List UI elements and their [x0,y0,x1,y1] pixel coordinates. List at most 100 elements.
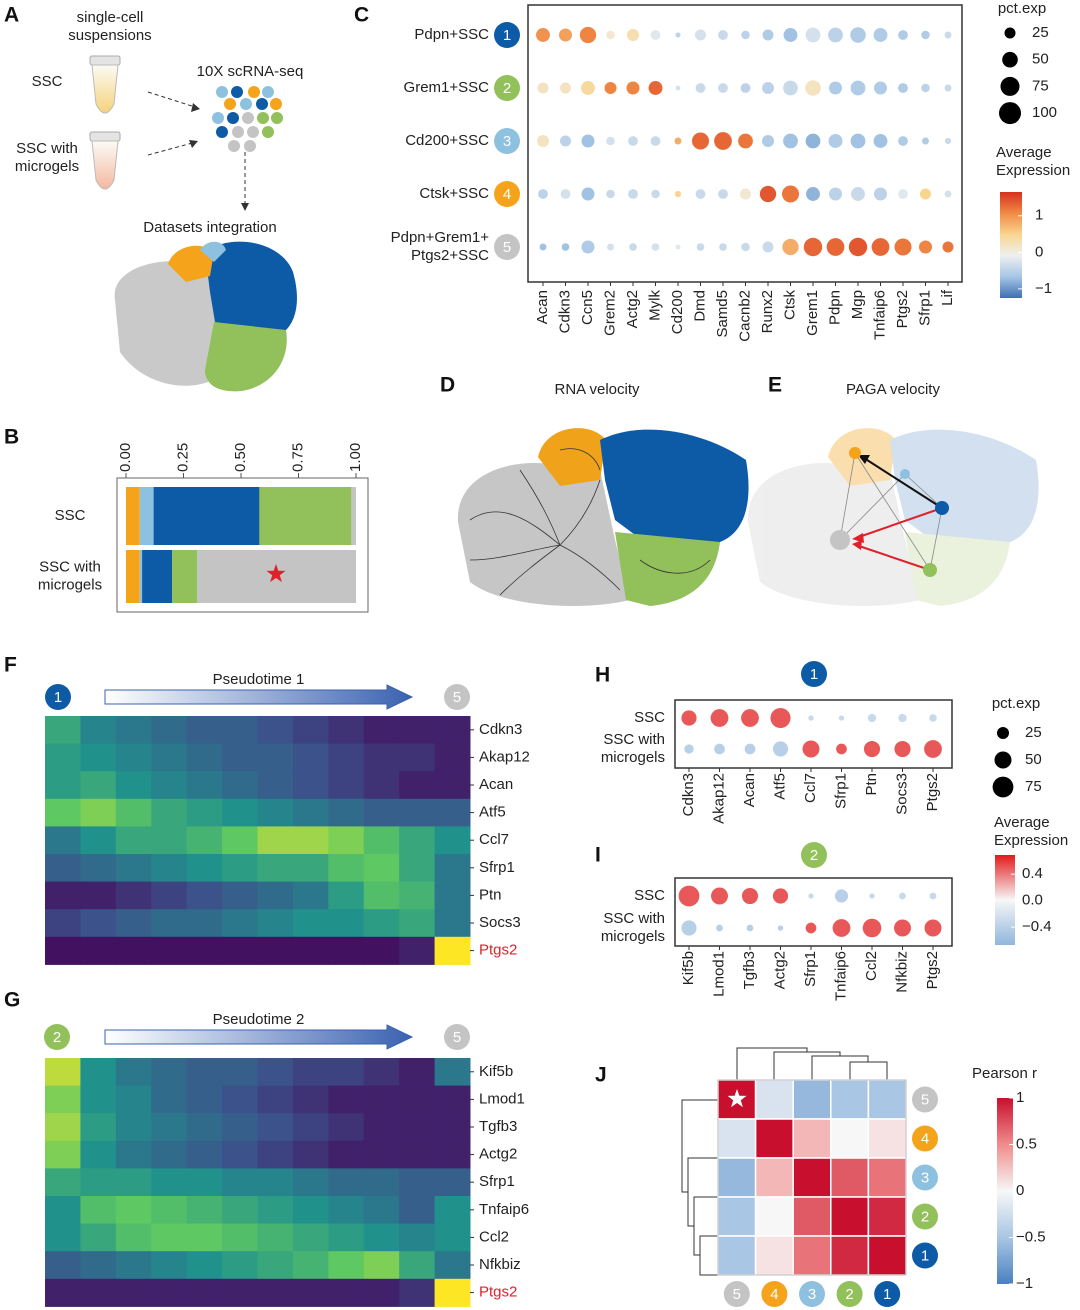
heat-cell [45,1113,81,1142]
arrow-head [858,455,870,464]
size-legend-label: 50 [1032,51,1049,68]
panel-title: PAGA velocity [846,381,940,398]
heat-cell [717,1196,757,1237]
heat-cell [186,716,223,745]
bar-segment [153,487,260,545]
dot [898,713,907,723]
heat-cell [115,1058,152,1087]
cluster-badge-label: 1 [54,689,62,706]
heat-cell [45,881,81,910]
heat-cell [754,1079,794,1120]
heat-cell [717,1157,757,1198]
umap-region [205,322,287,392]
plot-frame [674,877,953,947]
dot [850,27,866,43]
heat-cell [399,743,436,772]
dot [650,30,661,40]
cell-icon [257,112,269,124]
heat-cell [292,743,329,772]
gene-label: Mylk [646,290,663,321]
heat-cell [257,1140,294,1169]
colorbar-label: 0.4 [1022,865,1043,882]
heat-cell [328,826,365,855]
heat-cell [328,909,365,938]
heat-cell [328,1196,365,1225]
gene-label: Sfrp1 [916,290,933,326]
star [727,1089,747,1108]
dot [710,709,729,727]
heat-cell [45,743,81,772]
dot [762,29,774,41]
integration-label: Datasets integration [143,219,276,236]
cluster-badge-label: 5 [733,1286,741,1303]
heat-cell [363,1223,400,1252]
heat-cell [186,1085,223,1114]
dot [871,238,890,256]
dot [898,136,908,146]
cell-icon [262,86,274,98]
heat-cell [434,1140,471,1169]
dot [808,893,814,899]
cluster-badge [912,1203,938,1230]
gene-label: Ptn [863,773,880,796]
cluster-badge [444,1024,470,1050]
heat-cell [363,1251,400,1280]
heatmap-frame [717,1079,907,1276]
dot [695,189,706,199]
gene-label: Ptgs2 [924,951,941,989]
dot [761,81,775,95]
dot [777,925,784,931]
gene-label: Dmd [691,290,708,322]
cell-icon [248,86,260,98]
heat-cell [151,1168,188,1197]
umap-region [905,532,1010,606]
heat-cell [754,1118,794,1159]
dot [873,28,888,42]
heat-cell [186,826,223,855]
dot [828,134,843,148]
pseudotime-title: Pseudotime 2 [213,1011,305,1028]
heat-cell [186,1113,223,1142]
sample-label: SSC [32,73,63,90]
cluster-badge-label: 1 [503,27,511,44]
panel-letter: D [440,374,455,397]
heat-cell [792,1196,832,1237]
star [266,564,286,583]
size-legend-label: 50 [1025,751,1042,768]
size-legend-dot [1002,51,1018,68]
dot [838,715,845,721]
heat-cell [399,1168,436,1197]
bar-segment [139,550,143,603]
x-tick-label: 0.25 [174,443,191,472]
cell-icon [224,98,236,110]
umap-region [205,241,297,336]
heat-cell [222,1168,258,1197]
heat-cell [328,1168,365,1197]
cell-icon [262,126,274,138]
heat-cell [80,1168,117,1197]
heat-cell [830,1196,870,1237]
gene-label: Tnfaip6 [832,951,849,1001]
heat-cell [186,1278,223,1307]
heat-cell [867,1235,907,1276]
dot [628,189,638,199]
dot [650,136,661,146]
dot [681,710,697,726]
dot [805,27,821,43]
cell-icon [231,86,243,98]
heat-cell [328,1113,365,1142]
heat-cell [45,1251,81,1280]
cell-icon [212,112,224,124]
x-tick-label: 0.50 [232,443,249,472]
heat-cell [222,1196,258,1225]
suspension-label: single-cell suspensions [68,9,151,44]
dot [716,924,723,932]
heat-cell [80,909,117,938]
arrow-head [852,533,864,550]
gene-label: Actg2 [624,290,641,328]
dot [740,188,751,200]
heat-cell [328,743,365,772]
umap-region [114,258,222,386]
heat-cell [399,936,436,965]
heat-cell [151,1140,188,1169]
